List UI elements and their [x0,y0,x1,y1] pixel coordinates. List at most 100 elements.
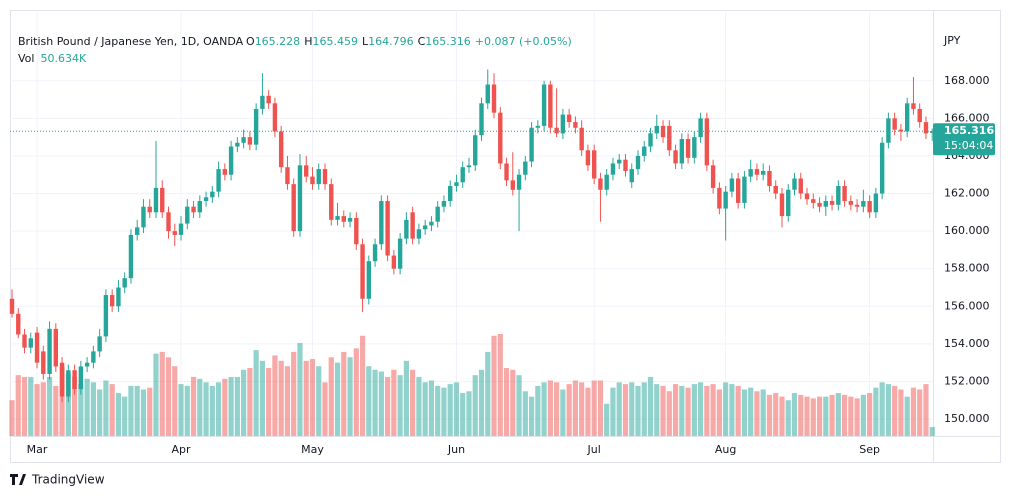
volume-bar [478,369,485,436]
candle-body [761,170,766,175]
volume-bar [779,396,785,436]
candle-body [754,169,760,175]
change: +0.087 (+0.05%) [475,35,572,48]
candle-body [422,225,428,230]
volume-bar [716,389,722,436]
candle-body [329,184,334,220]
candle-body [654,125,659,134]
candle-body [372,244,378,262]
volume-bar [197,378,203,436]
candle-body [717,187,722,209]
volume-bar [760,389,766,436]
volume-bar [403,360,409,436]
candle-body [172,231,177,235]
volume-bar [134,385,140,436]
volume-bar [447,384,453,436]
candle-body [792,178,797,190]
candle-body [491,84,497,113]
volume-bar [685,387,691,436]
candle-body [47,328,52,374]
candle-body [429,221,434,226]
volume-bar [910,387,917,436]
candle-body [41,351,46,374]
candle-body [22,334,27,348]
candle-body [854,204,860,207]
volume-bar [635,385,641,436]
candle-body [297,165,303,232]
volume-bar [528,396,535,436]
candle-body [548,84,553,128]
candle-body [235,142,240,147]
logo: TradingView [10,473,105,487]
volume-bar [184,385,190,436]
volume-bar [190,376,197,436]
x-tick-label: Mar [27,443,48,456]
volume-bar [660,385,666,436]
volume-bar [867,393,873,436]
candle-body [848,201,854,205]
volume-bar [78,384,84,436]
volume-bar [378,371,384,436]
volume-bar [316,366,322,436]
volume-bar [28,376,34,436]
candle-body [160,187,165,213]
volume-bar [291,351,297,436]
candle-body [435,206,440,222]
candle-body [222,169,228,175]
volume-bar [691,384,697,436]
candle-body [591,150,597,179]
candle-body [861,201,866,207]
candle-body [116,287,121,307]
volume-bar [222,378,228,436]
volume-bar [729,384,735,436]
candle-body [498,112,503,164]
candle-body [59,362,65,397]
y-tick-label: 162.000 [944,187,990,200]
candle-body [185,206,190,224]
candle-body [228,146,234,175]
volume-bar [65,373,71,436]
volume-bar [272,355,278,436]
y-tick-label: 166.000 [944,111,990,124]
candle-body [278,131,284,168]
volume-bar [766,394,773,436]
volume-bar [128,385,134,436]
volume-bar [416,376,422,436]
volume-bar [309,359,316,436]
y-tick-label: 152.000 [944,374,990,387]
candle-body [735,178,741,203]
volume-bar [572,380,578,436]
x-tick-label: Sep [859,443,880,456]
candle-body [466,165,472,168]
volume-bar [929,426,935,436]
candle-body [692,137,697,158]
volume-bar [560,389,566,436]
candle-body [122,278,127,288]
candle-body [266,95,271,104]
volume-bar [241,369,247,436]
volume-bar [97,389,103,436]
candle-body [109,295,115,307]
volume-bar [441,387,447,436]
candle-body [241,137,246,143]
candle-body [667,125,672,151]
volume-bar [723,382,729,436]
volume-bar [810,398,816,436]
volume-bar [923,384,929,436]
volume-bar [854,398,860,436]
volume-bar [153,353,159,436]
volume-bar [754,391,760,436]
volume-bar [848,396,854,436]
volume-bar [297,342,303,436]
volume-bar [566,384,572,436]
volume-bar [698,382,704,436]
field-value: 165.228 [255,35,301,48]
candle-body [554,127,559,134]
volume-bar [341,351,347,436]
y-tick-label: 160.000 [944,224,990,237]
volume-bar [103,380,109,436]
candle-body [679,139,685,164]
candle-body [516,174,522,190]
candle-body [904,103,910,132]
candle-body [191,206,196,213]
